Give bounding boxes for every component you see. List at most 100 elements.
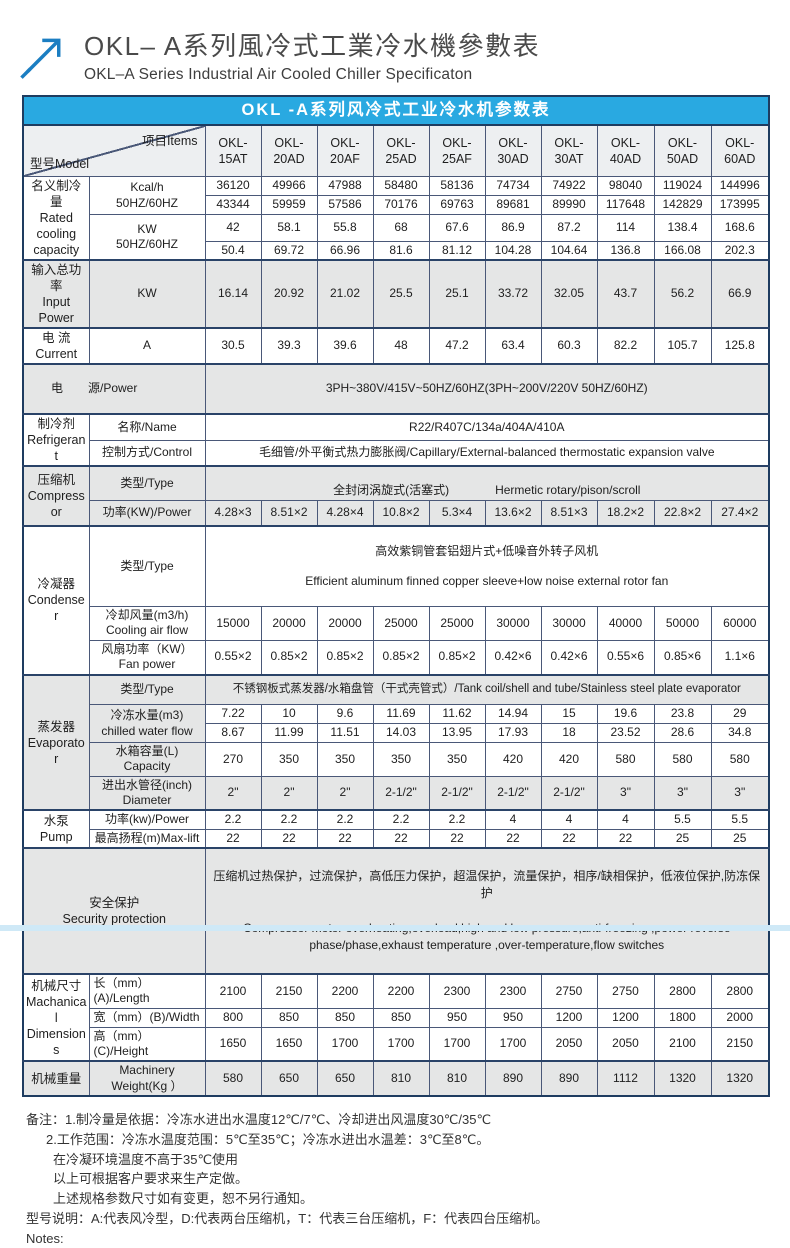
value-cell: 13.6×2 (484, 499, 542, 527)
value-cell: 850 (372, 1007, 430, 1028)
model-header-cell: OKL- 30AT (540, 124, 598, 177)
value-cell: 1700 (428, 1026, 486, 1062)
model-header-cell: OKL- 60AD (710, 124, 770, 177)
page-titles: OKL– A系列風冷式工業冷水機參數表 OKL–A Series Industr… (84, 26, 540, 84)
spec-table: OKL -A系列风冷式工业冷水机参数表 项目Items 型号Model OKL-… (22, 95, 771, 1098)
value-cell: 2300 (484, 972, 542, 1009)
items-label: 项目Items (141, 134, 198, 148)
value-cell: 580 (710, 742, 770, 777)
value-cell: 39.3 (260, 327, 318, 365)
value-cell: 1650 (260, 1026, 318, 1062)
value-cell: 114 (596, 214, 655, 242)
value-cell: 2100 (653, 1026, 712, 1062)
value-cell: 43344 (204, 195, 262, 215)
value-cell: 30.5 (204, 327, 262, 365)
table-row: 冷却风量(m3/h) Cooling air flow 15000 20000 20… (23, 606, 770, 641)
value-cell: 5.3×4 (428, 499, 486, 527)
value-cell: 13.95 (428, 723, 486, 744)
table-row: 43344 59959 57586 70176 69763 89681 89990 11764… (23, 195, 770, 215)
value-cell: 25000 (372, 606, 430, 641)
value-cell: 22 (204, 828, 262, 849)
item-label: 长（mm）(A)/Length (88, 972, 206, 1009)
value-cell: 950 (428, 1007, 486, 1028)
value-cell: 1700 (484, 1026, 542, 1062)
condenser-type-zh: 高效紫铜管套铝翅片式+低噪音外转子风机 (375, 543, 599, 558)
table-row: 名义制冷量 Rated cooling capacity Kcal/h 50HZ… (22, 176, 770, 261)
value-cell: 2750 (540, 972, 598, 1009)
evaporator-type: 不锈钢板式蒸发器/水箱盘管（干式壳管式）/Tank coil/shell and… (204, 673, 770, 706)
value-cell: 69.72 (260, 240, 318, 261)
value-cell: 144996 (710, 176, 770, 196)
value-cell: 29 (710, 704, 770, 725)
model-header-cell: OKL- 40AD (596, 124, 655, 177)
table-row: 控制方式/Control 毛细管/外平衡式热力膨胀阀/Capillary/Ext… (23, 439, 770, 467)
note-line: 在冷凝环境温度不高于35℃使用 (53, 1151, 239, 1167)
value-cell: 22 (596, 828, 655, 849)
value-cell: 202.3 (710, 240, 770, 261)
value-cell: 47.2 (428, 327, 486, 365)
value-cell: 0.55×2 (204, 639, 262, 676)
value-cell: 14.94 (484, 704, 542, 725)
value-cell: 2" (204, 775, 262, 811)
value-cell: 43.7 (596, 259, 655, 329)
value-cell: 0.85×6 (653, 639, 712, 676)
value-cell: 15 (540, 704, 598, 725)
table-row: 水泵 Pump 功率(kw)/Power 2.2 2.2 2.2 2.2 2.2 4 4 4 5… (22, 809, 770, 849)
value-cell: 25.1 (428, 259, 486, 329)
value-cell: 66.9 (710, 259, 770, 329)
power-supply-value: 3PH~380V/415V~50HZ/60HZ(3PH~200V/220V 50… (204, 362, 770, 415)
model-header-cell: OKL- 25AF (428, 124, 486, 177)
value-cell: 22 (484, 828, 542, 849)
value-cell: 86.9 (484, 214, 542, 242)
value-cell: 2.2 (316, 809, 374, 830)
value-cell: 22 (372, 828, 430, 849)
value-cell: 50000 (653, 606, 712, 641)
value-cell: 1800 (653, 1007, 712, 1028)
value-cell: 74734 (484, 176, 542, 196)
value-cell: 17.93 (484, 723, 542, 744)
value-cell: 20.92 (260, 259, 318, 329)
value-cell: 2050 (540, 1026, 598, 1062)
value-cell: 580 (204, 1060, 262, 1097)
value-cell: 22 (316, 828, 374, 849)
value-cell: 98040 (596, 176, 655, 196)
value-cell: 950 (484, 1007, 542, 1028)
value-cell: 11.51 (316, 723, 374, 744)
table-banner-row: OKL -A系列风冷式工业冷水机参数表 (22, 95, 770, 126)
value-cell: 48 (372, 327, 430, 365)
value-cell: 70176 (372, 195, 430, 215)
value-cell: 1650 (204, 1026, 262, 1062)
section-label: 电 流 Current (22, 327, 90, 365)
section-label: 电 源/Power (22, 362, 206, 415)
refrigerant-control: 毛细管/外平衡式热力膨胀阀/Capillary/External-balance… (204, 439, 770, 467)
value-cell: 1700 (316, 1026, 374, 1062)
value-cell: 350 (428, 742, 486, 777)
value-cell: 105.7 (653, 327, 712, 365)
value-cell: 350 (260, 742, 318, 777)
item-label: Machinery Weight(Kg ） (88, 1060, 206, 1097)
value-cell: 2200 (372, 972, 430, 1009)
value-cell: 1700 (372, 1026, 430, 1062)
model-header-cell: OKL- 20AD (260, 124, 318, 177)
value-cell: 20000 (260, 606, 318, 641)
value-cell: 10 (260, 704, 318, 725)
value-cell: 58480 (372, 176, 430, 196)
note-line: 型号说明：A:代表风冷型，D:代表两台压缩机，T：代表三台压缩机，F：代表四台压… (26, 1210, 549, 1226)
value-cell: 270 (204, 742, 262, 777)
value-cell: 890 (484, 1060, 542, 1097)
value-cell: 2.2 (260, 809, 318, 830)
value-cell: 33.72 (484, 259, 542, 329)
value-cell: 650 (316, 1060, 374, 1097)
value-cell: 350 (316, 742, 374, 777)
value-cell: 14.03 (372, 723, 430, 744)
value-cell: 2-1/2" (484, 775, 542, 811)
value-cell: 58.1 (260, 214, 318, 242)
value-cell: 56.2 (653, 259, 712, 329)
table-row: 8.67 11.99 11.51 14.03 13.95 17.93 18 23.52 28.6… (23, 723, 770, 744)
value-cell: 30000 (540, 606, 598, 641)
item-label: 高（mm）(C)/Height (88, 1026, 206, 1062)
value-cell: 74922 (540, 176, 598, 196)
table-row: 功率(KW)/Power 4.28×3 8.51×2 4.28×4 10.8×2 5.3… (23, 499, 770, 527)
value-cell: 2100 (204, 972, 262, 1009)
table-row: 制冷剂 Refrigerant 名称/Name R22/R407C/134a/4… (22, 413, 770, 467)
